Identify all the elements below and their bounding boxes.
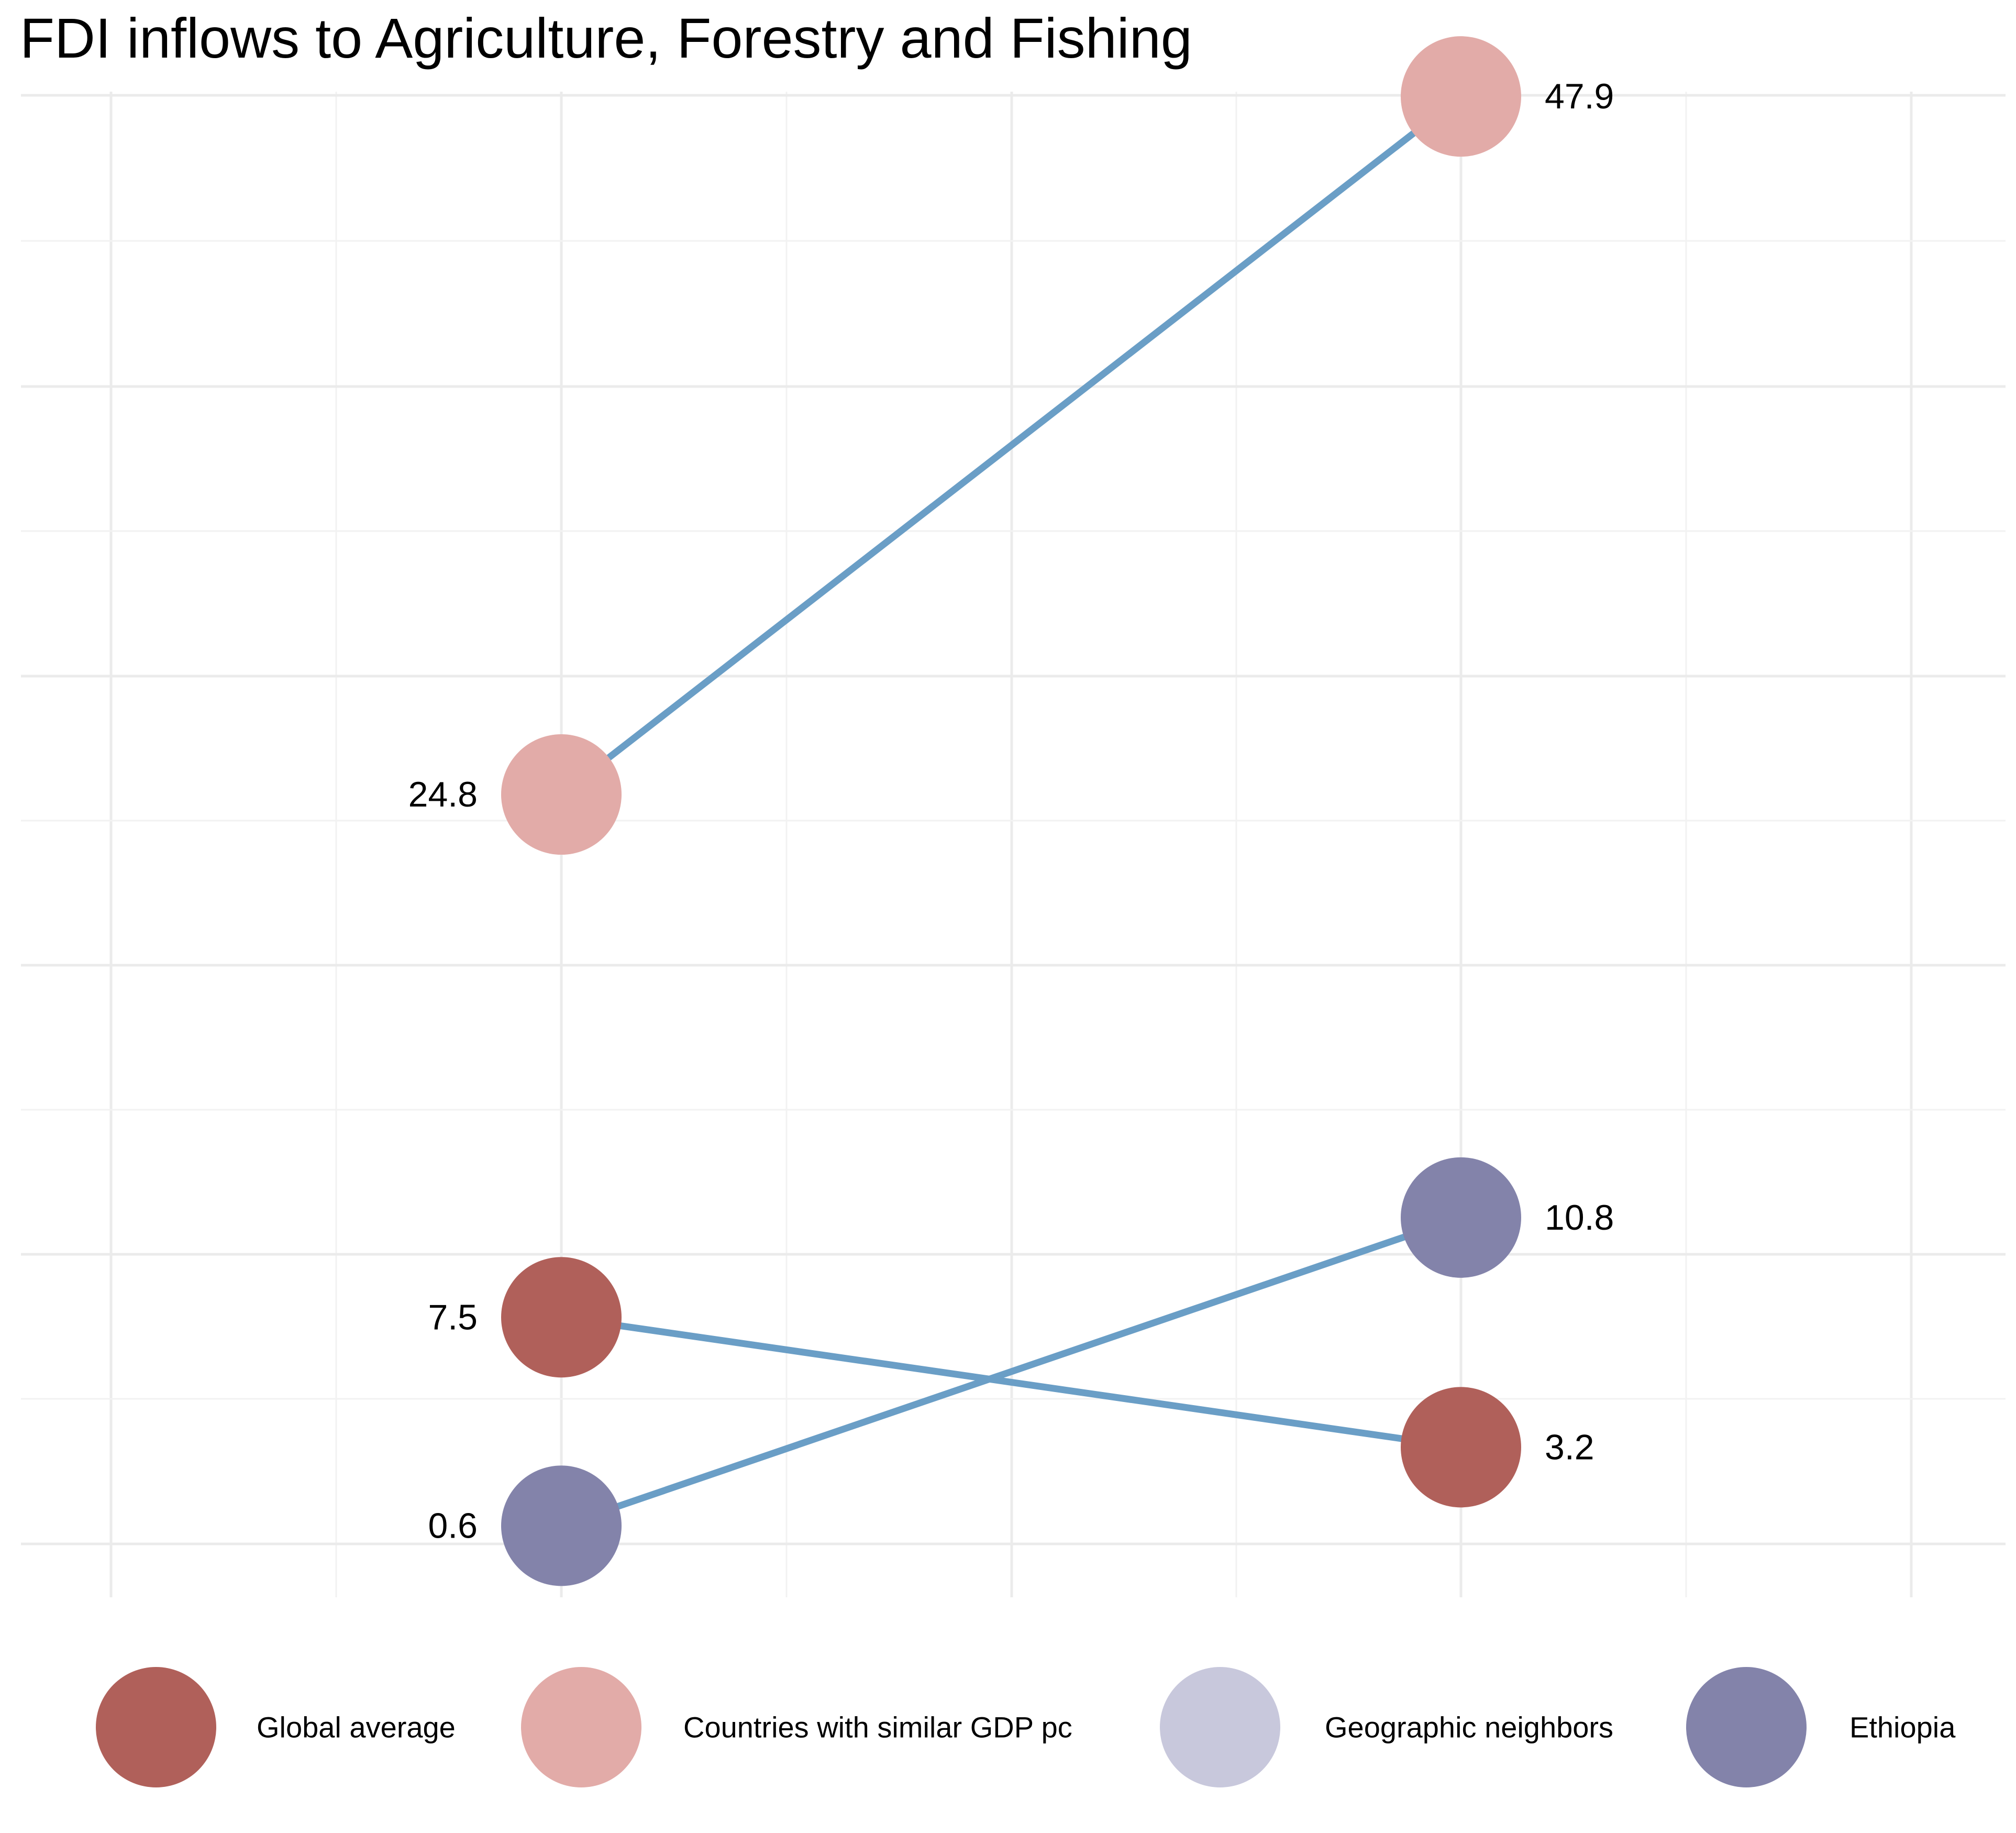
connector-line xyxy=(558,93,1465,798)
value-label: 0.6 xyxy=(428,1506,478,1545)
value-labels: 7.5 3.2 24.8 47.9 0.6 10.8 xyxy=(408,76,1614,1545)
connector-lines xyxy=(558,93,1465,1529)
legend-label: Geographic neighbors xyxy=(1325,1711,1613,1744)
value-label: 10.8 xyxy=(1545,1198,1614,1238)
legend-key xyxy=(1160,1667,1280,1787)
data-point xyxy=(501,1257,622,1378)
data-point xyxy=(501,734,622,855)
data-points xyxy=(501,36,1521,1586)
legend-label: Global average xyxy=(257,1711,456,1744)
legend-key xyxy=(521,1667,641,1787)
data-point xyxy=(1401,36,1521,157)
connector-line xyxy=(558,1214,1465,1529)
legend-label: Countries with similar GDP pc xyxy=(683,1711,1072,1744)
value-label: 24.8 xyxy=(408,775,478,814)
grid-lines xyxy=(21,92,2006,1597)
data-point xyxy=(1401,1387,1521,1508)
legend-key xyxy=(96,1667,216,1787)
legend-label: Ethiopia xyxy=(1849,1711,1956,1744)
data-point xyxy=(1401,1157,1521,1278)
data-point xyxy=(501,1465,622,1586)
legend: Global average Countries with similar GDP… xyxy=(96,1667,1956,1787)
value-label: 7.5 xyxy=(428,1297,478,1337)
value-label: 3.2 xyxy=(1545,1427,1594,1467)
legend-key xyxy=(1686,1667,1807,1787)
chart-title: FDI inflows to Agriculture, Forestry and… xyxy=(20,6,1192,70)
connector-line xyxy=(558,1313,1465,1451)
value-label: 47.9 xyxy=(1545,76,1614,116)
